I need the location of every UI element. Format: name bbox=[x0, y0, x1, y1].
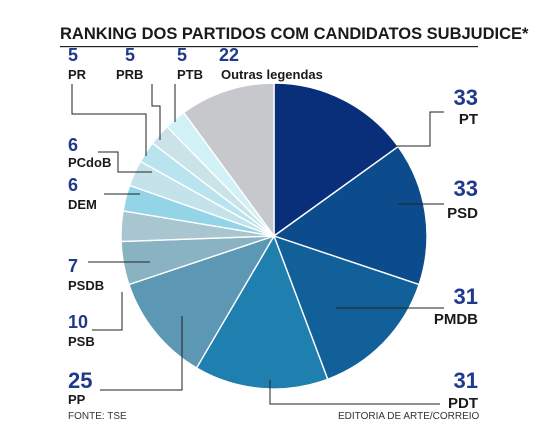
chart-title: RANKING DOS PARTIDOS COM CANDIDATOS SUBJ… bbox=[60, 25, 529, 43]
pie-slice-pdt bbox=[195, 234, 329, 390]
value-label-psd: 33 bbox=[454, 176, 478, 201]
category-label-pcdob: PCdoB bbox=[68, 155, 111, 170]
leader-line-pcdob bbox=[98, 151, 152, 173]
value-label-ptb: 5 bbox=[177, 45, 187, 65]
leader-line-pr bbox=[71, 84, 147, 156]
value-label-dem: 6 bbox=[68, 175, 78, 195]
value-label-pcdob: 6 bbox=[68, 135, 78, 155]
category-label-dem: DEM bbox=[68, 197, 97, 212]
leader-line-pdt bbox=[269, 380, 440, 405]
leader-line-pt bbox=[396, 111, 444, 147]
category-label-psdb: PSDB bbox=[68, 278, 104, 293]
value-label-pt: 33 bbox=[454, 85, 478, 110]
pie-slice-pp bbox=[128, 234, 276, 369]
pie-slice-outras-legendas bbox=[182, 82, 275, 239]
value-label-outras-legendas: 22 bbox=[219, 45, 239, 65]
leader-lines bbox=[71, 84, 444, 405]
category-label-pp: PP bbox=[68, 392, 86, 407]
value-label-psdb: 7 bbox=[68, 256, 78, 276]
leader-line-prb bbox=[151, 84, 161, 140]
value-label-pmdb: 31 bbox=[454, 284, 478, 309]
title-rule bbox=[60, 46, 478, 48]
category-label-prb: PRB bbox=[116, 67, 143, 82]
value-label-pdt: 31 bbox=[454, 368, 478, 393]
value-label-prb: 5 bbox=[125, 45, 135, 65]
category-label-pmdb: PMDB bbox=[434, 311, 478, 328]
pie-slice-pt bbox=[273, 82, 400, 238]
category-label-psd: PSD bbox=[447, 205, 478, 222]
value-label-pr: 5 bbox=[68, 45, 78, 65]
category-label-psb: PSB bbox=[68, 334, 95, 349]
category-label-pr: PR bbox=[68, 67, 87, 82]
pie-slice-psd bbox=[272, 145, 428, 286]
category-label-pdt: PDT bbox=[448, 395, 478, 412]
pie-slices bbox=[120, 82, 428, 390]
leader-line-psb bbox=[92, 292, 123, 331]
category-label-pt: PT bbox=[459, 111, 478, 128]
slice-labels: 33PT33PSD31PMDB31PDT25PP10PSB7PSDB6DEM6P… bbox=[68, 45, 478, 412]
source-note: FONTE: TSE bbox=[68, 411, 127, 422]
leader-line-pp bbox=[100, 316, 183, 391]
value-label-psb: 10 bbox=[68, 312, 88, 332]
value-label-pp: 25 bbox=[68, 368, 92, 393]
credit-note: EDITORIA DE ARTE/CORREIO bbox=[338, 411, 480, 422]
category-label-outras-legendas: Outras legendas bbox=[221, 67, 323, 82]
category-label-ptb: PTB bbox=[177, 67, 203, 82]
